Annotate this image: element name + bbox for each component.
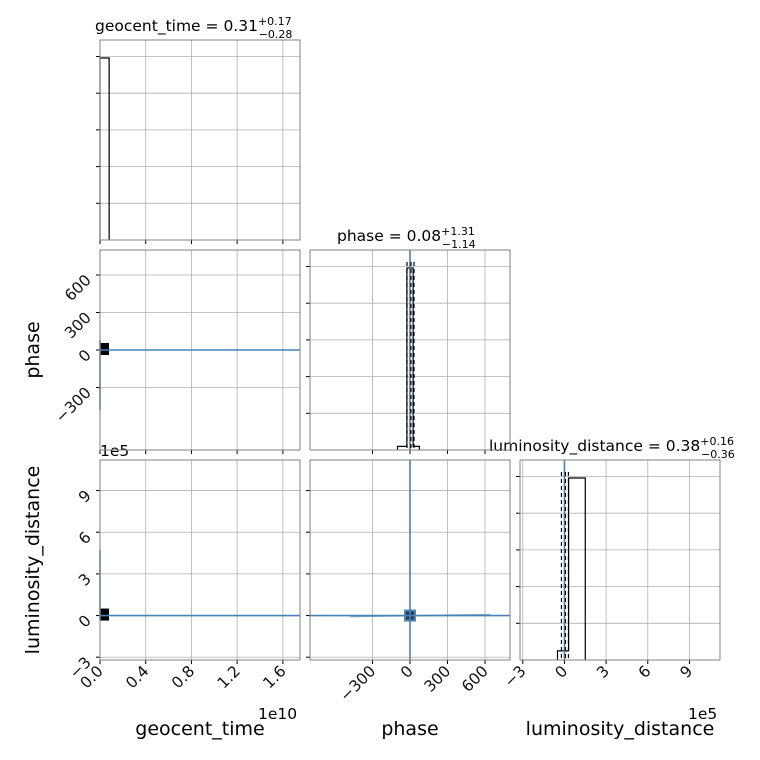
xtick-label-phase: 300 bbox=[421, 662, 455, 696]
xtick-label-geocent_time: 1.2 bbox=[214, 662, 244, 692]
xtick-label-geocent_time: 1.6 bbox=[260, 662, 290, 692]
panel-frame-phase-luminosity_distance bbox=[309, 459, 511, 661]
ylabel-phase: phase bbox=[22, 321, 44, 378]
ytick-label-luminosity_distance: 6 bbox=[75, 528, 95, 548]
xtick-label-phase: 600 bbox=[458, 662, 492, 696]
ytick-label-phase: 300 bbox=[61, 309, 95, 343]
xtick-label-phase: 0 bbox=[397, 662, 417, 682]
xtick-label-geocent_time: 0.8 bbox=[168, 662, 198, 692]
xtick-label-luminosity_distance: 6 bbox=[635, 662, 655, 682]
histogram-geocent_time bbox=[99, 57, 110, 240]
ytick-label-luminosity_distance: 9 bbox=[75, 487, 95, 507]
xlabel-phase: phase bbox=[381, 718, 438, 740]
histogram-luminosity_distance bbox=[556, 477, 586, 660]
ylabel-luminosity-distance: luminosity_distance bbox=[22, 466, 44, 655]
offset-luminosity-distance-x: 1e5 bbox=[688, 705, 717, 723]
title-luminosity-distance: luminosity_distance = 0.38+0.16 −0.36 bbox=[489, 435, 735, 461]
ytick-label-luminosity_distance: 3 bbox=[75, 570, 95, 590]
offset-geocent-time: 1e10 bbox=[258, 705, 297, 723]
xlabel-geocent-time: geocent_time bbox=[135, 718, 264, 740]
ytick-label-phase: 600 bbox=[61, 271, 95, 305]
panel-frame-geocent_time-phase bbox=[99, 249, 301, 451]
ytick-label-luminosity_distance: 0 bbox=[75, 612, 95, 632]
xlabel-luminosity-distance: luminosity_distance bbox=[526, 718, 715, 740]
panel-frame-geocent_time-luminosity_distance bbox=[99, 459, 301, 661]
xtick-label-phase: −300 bbox=[336, 662, 379, 705]
ytick-label-phase: 0 bbox=[75, 346, 95, 366]
panel-frame-geocent_time-geocent_time bbox=[99, 39, 301, 241]
offset-luminosity-distance: 1e5 bbox=[100, 442, 129, 460]
panel-frame-phase-phase bbox=[309, 249, 511, 451]
histogram-phase bbox=[396, 267, 420, 450]
xtick-label-luminosity_distance: 3 bbox=[593, 662, 613, 682]
xtick-label-luminosity_distance: 9 bbox=[677, 662, 697, 682]
xtick-label-luminosity_distance: −3 bbox=[501, 662, 530, 691]
xtick-label-luminosity_distance: 0 bbox=[552, 662, 572, 682]
ytick-label-phase: −300 bbox=[52, 384, 95, 427]
title-geocent-time: geocent_time = 0.31+0.17 −0.28 bbox=[95, 15, 292, 41]
xtick-label-geocent_time: 0.4 bbox=[122, 662, 152, 692]
density-blob-geocent_time-luminosity_distance bbox=[100, 608, 109, 621]
title-phase: phase = 0.08+1.31 −1.14 bbox=[337, 225, 476, 251]
panel-frame-luminosity_distance-luminosity_distance bbox=[519, 459, 721, 661]
density-blob-geocent_time-phase bbox=[100, 343, 109, 355]
